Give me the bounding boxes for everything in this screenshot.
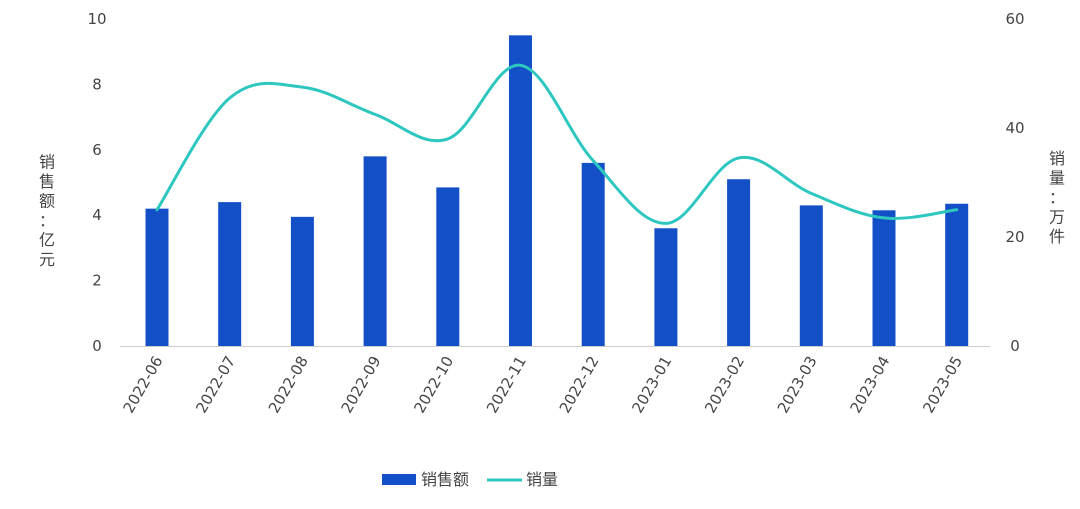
bar-2023-02 (727, 179, 751, 346)
x-tick-label: 2022-08 (265, 353, 312, 416)
x-tick-label: 2023-01 (628, 353, 675, 416)
y-right-tick-label: 60 (1005, 10, 1024, 28)
bar-2022-10 (436, 187, 460, 346)
x-tick-label: 2022-06 (120, 353, 167, 416)
y-left-tick-label: 8 (92, 75, 102, 93)
y-right-tick-label: 0 (1010, 337, 1020, 355)
x-tick-label: 2023-04 (847, 353, 894, 416)
x-tick-label: 2023-02 (701, 353, 748, 416)
axes-layer: 0 2 4 6 8 10 0 20 40 60 2022-06 2022-07 2022-08 2022-… (39, 10, 1065, 416)
bar-2023-01 (654, 228, 678, 346)
y-left-axis-title: 销售额：亿元 (39, 152, 55, 269)
bar-2022-08 (290, 216, 314, 346)
x-tick-label: 2022-12 (556, 353, 603, 416)
y-left-tick-label: 4 (92, 206, 102, 224)
x-tick-label: 2022-09 (338, 353, 385, 416)
bar-2022-11 (509, 35, 532, 346)
x-tick-label: 2022-11 (483, 353, 530, 416)
bar-2022-09 (363, 156, 387, 346)
line-layer (155, 63, 959, 225)
bar-2022-12 (581, 162, 605, 346)
legend-label-line: 销量 (526, 470, 558, 489)
legend: 销售额 销量 (382, 470, 558, 489)
x-tick-label: 2023-03 (774, 353, 821, 416)
bar-2022-07 (218, 202, 242, 346)
y-left-tick-label: 6 (92, 141, 102, 159)
series-line-sales-volume (155, 63, 959, 225)
y-right-axis-title: 销量：万件 (1049, 149, 1065, 246)
y-right-tick-label: 40 (1005, 119, 1024, 137)
legend-swatch-bar (382, 474, 416, 485)
y-right-tick-label: 20 (1005, 228, 1024, 246)
bar-2022-06 (145, 208, 169, 346)
y-left-tick-label: 10 (87, 10, 106, 28)
bar-2023-05 (945, 203, 969, 346)
y-left-tick-label: 2 (92, 272, 102, 290)
y-left-tick-label: 0 (92, 337, 102, 355)
bar-2023-04 (872, 210, 896, 346)
x-tick-label: 2022-10 (410, 353, 457, 416)
bars-layer (145, 35, 969, 346)
x-tick-label: 2023-05 (919, 353, 966, 416)
bar-2023-03 (799, 205, 823, 346)
x-tick-label: 2022-07 (192, 353, 239, 416)
legend-label-bar: 销售额 (421, 470, 469, 489)
